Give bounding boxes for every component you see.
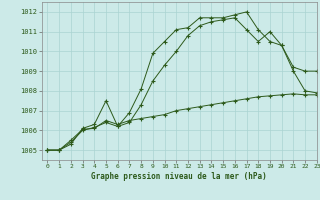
X-axis label: Graphe pression niveau de la mer (hPa): Graphe pression niveau de la mer (hPa): [91, 172, 267, 181]
